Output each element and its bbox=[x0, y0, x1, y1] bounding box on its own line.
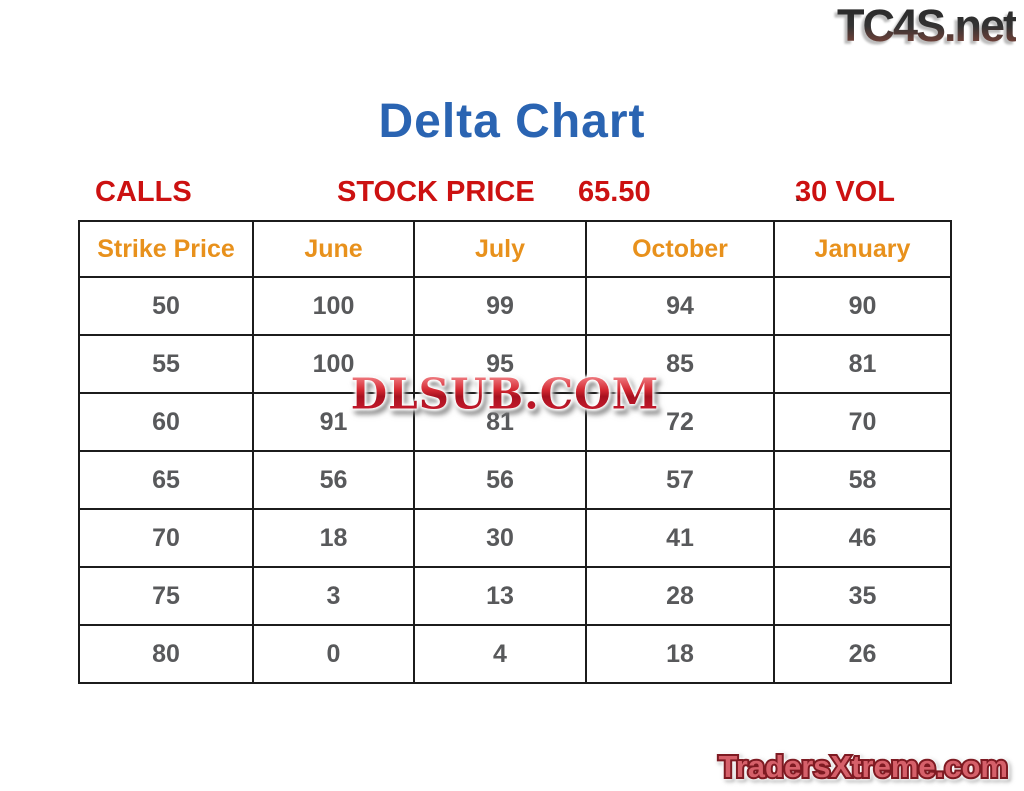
delta-cell: 90 bbox=[773, 276, 952, 336]
calls-label: CALLS bbox=[95, 176, 192, 208]
table-row: 60 91 81 72 70 bbox=[78, 392, 952, 452]
delta-cell: 81 bbox=[773, 334, 952, 394]
strike-cell: 70 bbox=[78, 508, 254, 568]
stock-price-value: 65.50 bbox=[578, 176, 651, 208]
table-row: 55 100 95 85 81 bbox=[78, 334, 952, 394]
delta-cell: 94 bbox=[585, 276, 775, 336]
delta-cell: 100 bbox=[252, 334, 415, 394]
delta-cell: 81 bbox=[413, 392, 587, 452]
delta-cell: 41 bbox=[585, 508, 775, 568]
delta-cell: 46 bbox=[773, 508, 952, 568]
column-header-october: October bbox=[585, 220, 775, 278]
volatility-period: . bbox=[795, 184, 801, 206]
delta-cell: 70 bbox=[773, 392, 952, 452]
tc4s-logo: TC4S.net bbox=[836, 0, 1018, 51]
table-row: 75 3 13 28 35 bbox=[78, 566, 952, 626]
delta-cell: 99 bbox=[413, 276, 587, 336]
column-header-january: January bbox=[773, 220, 952, 278]
delta-cell: 3 bbox=[252, 566, 415, 626]
delta-cell: 18 bbox=[585, 624, 775, 684]
strike-cell: 60 bbox=[78, 392, 254, 452]
page-title: Delta Chart bbox=[378, 95, 646, 148]
delta-cell: 13 bbox=[413, 566, 587, 626]
table-row: 80 0 4 18 26 bbox=[78, 624, 952, 684]
strike-cell: 55 bbox=[78, 334, 254, 394]
column-header-strike-price: Strike Price bbox=[78, 220, 254, 278]
column-header-june: June bbox=[252, 220, 415, 278]
chart-context-row: CALLS STOCK PRICE 65.50 30 VOL. bbox=[0, 176, 1024, 210]
delta-cell: 91 bbox=[252, 392, 415, 452]
table-row: 50 100 99 94 90 bbox=[78, 276, 952, 336]
dlsub-watermark: DLSUB.COM bbox=[350, 369, 660, 419]
column-header-july: July bbox=[413, 220, 587, 278]
delta-cell: 18 bbox=[252, 508, 415, 568]
delta-cell: 30 bbox=[413, 508, 587, 568]
delta-cell: 58 bbox=[773, 450, 952, 510]
delta-cell: 100 bbox=[252, 276, 415, 336]
strike-cell: 50 bbox=[78, 276, 254, 336]
delta-cell: 26 bbox=[773, 624, 952, 684]
table-header-row: Strike Price June July October January bbox=[78, 220, 952, 278]
stock-price-label: STOCK PRICE bbox=[337, 176, 535, 208]
delta-cell: 35 bbox=[773, 566, 952, 626]
delta-cell: 57 bbox=[585, 450, 775, 510]
delta-cell: 4 bbox=[413, 624, 587, 684]
delta-cell: 0 bbox=[252, 624, 415, 684]
delta-cell: 72 bbox=[585, 392, 775, 452]
delta-cell: 56 bbox=[252, 450, 415, 510]
table-row: 65 56 56 57 58 bbox=[78, 450, 952, 510]
tradersxtreme-logo: TradersXtreme.com bbox=[717, 747, 1010, 786]
strike-cell: 75 bbox=[78, 566, 254, 626]
volatility-value: 30 VOL bbox=[795, 176, 895, 208]
delta-cell: 95 bbox=[413, 334, 587, 394]
strike-cell: 80 bbox=[78, 624, 254, 684]
delta-cell: 85 bbox=[585, 334, 775, 394]
volatility-label: 30 VOL. bbox=[795, 176, 895, 209]
delta-cell: 56 bbox=[413, 450, 587, 510]
strike-cell: 65 bbox=[78, 450, 254, 510]
delta-cell: 28 bbox=[585, 566, 775, 626]
delta-table: Strike Price June July October January 5… bbox=[78, 220, 952, 684]
table-row: 70 18 30 41 46 bbox=[78, 508, 952, 568]
